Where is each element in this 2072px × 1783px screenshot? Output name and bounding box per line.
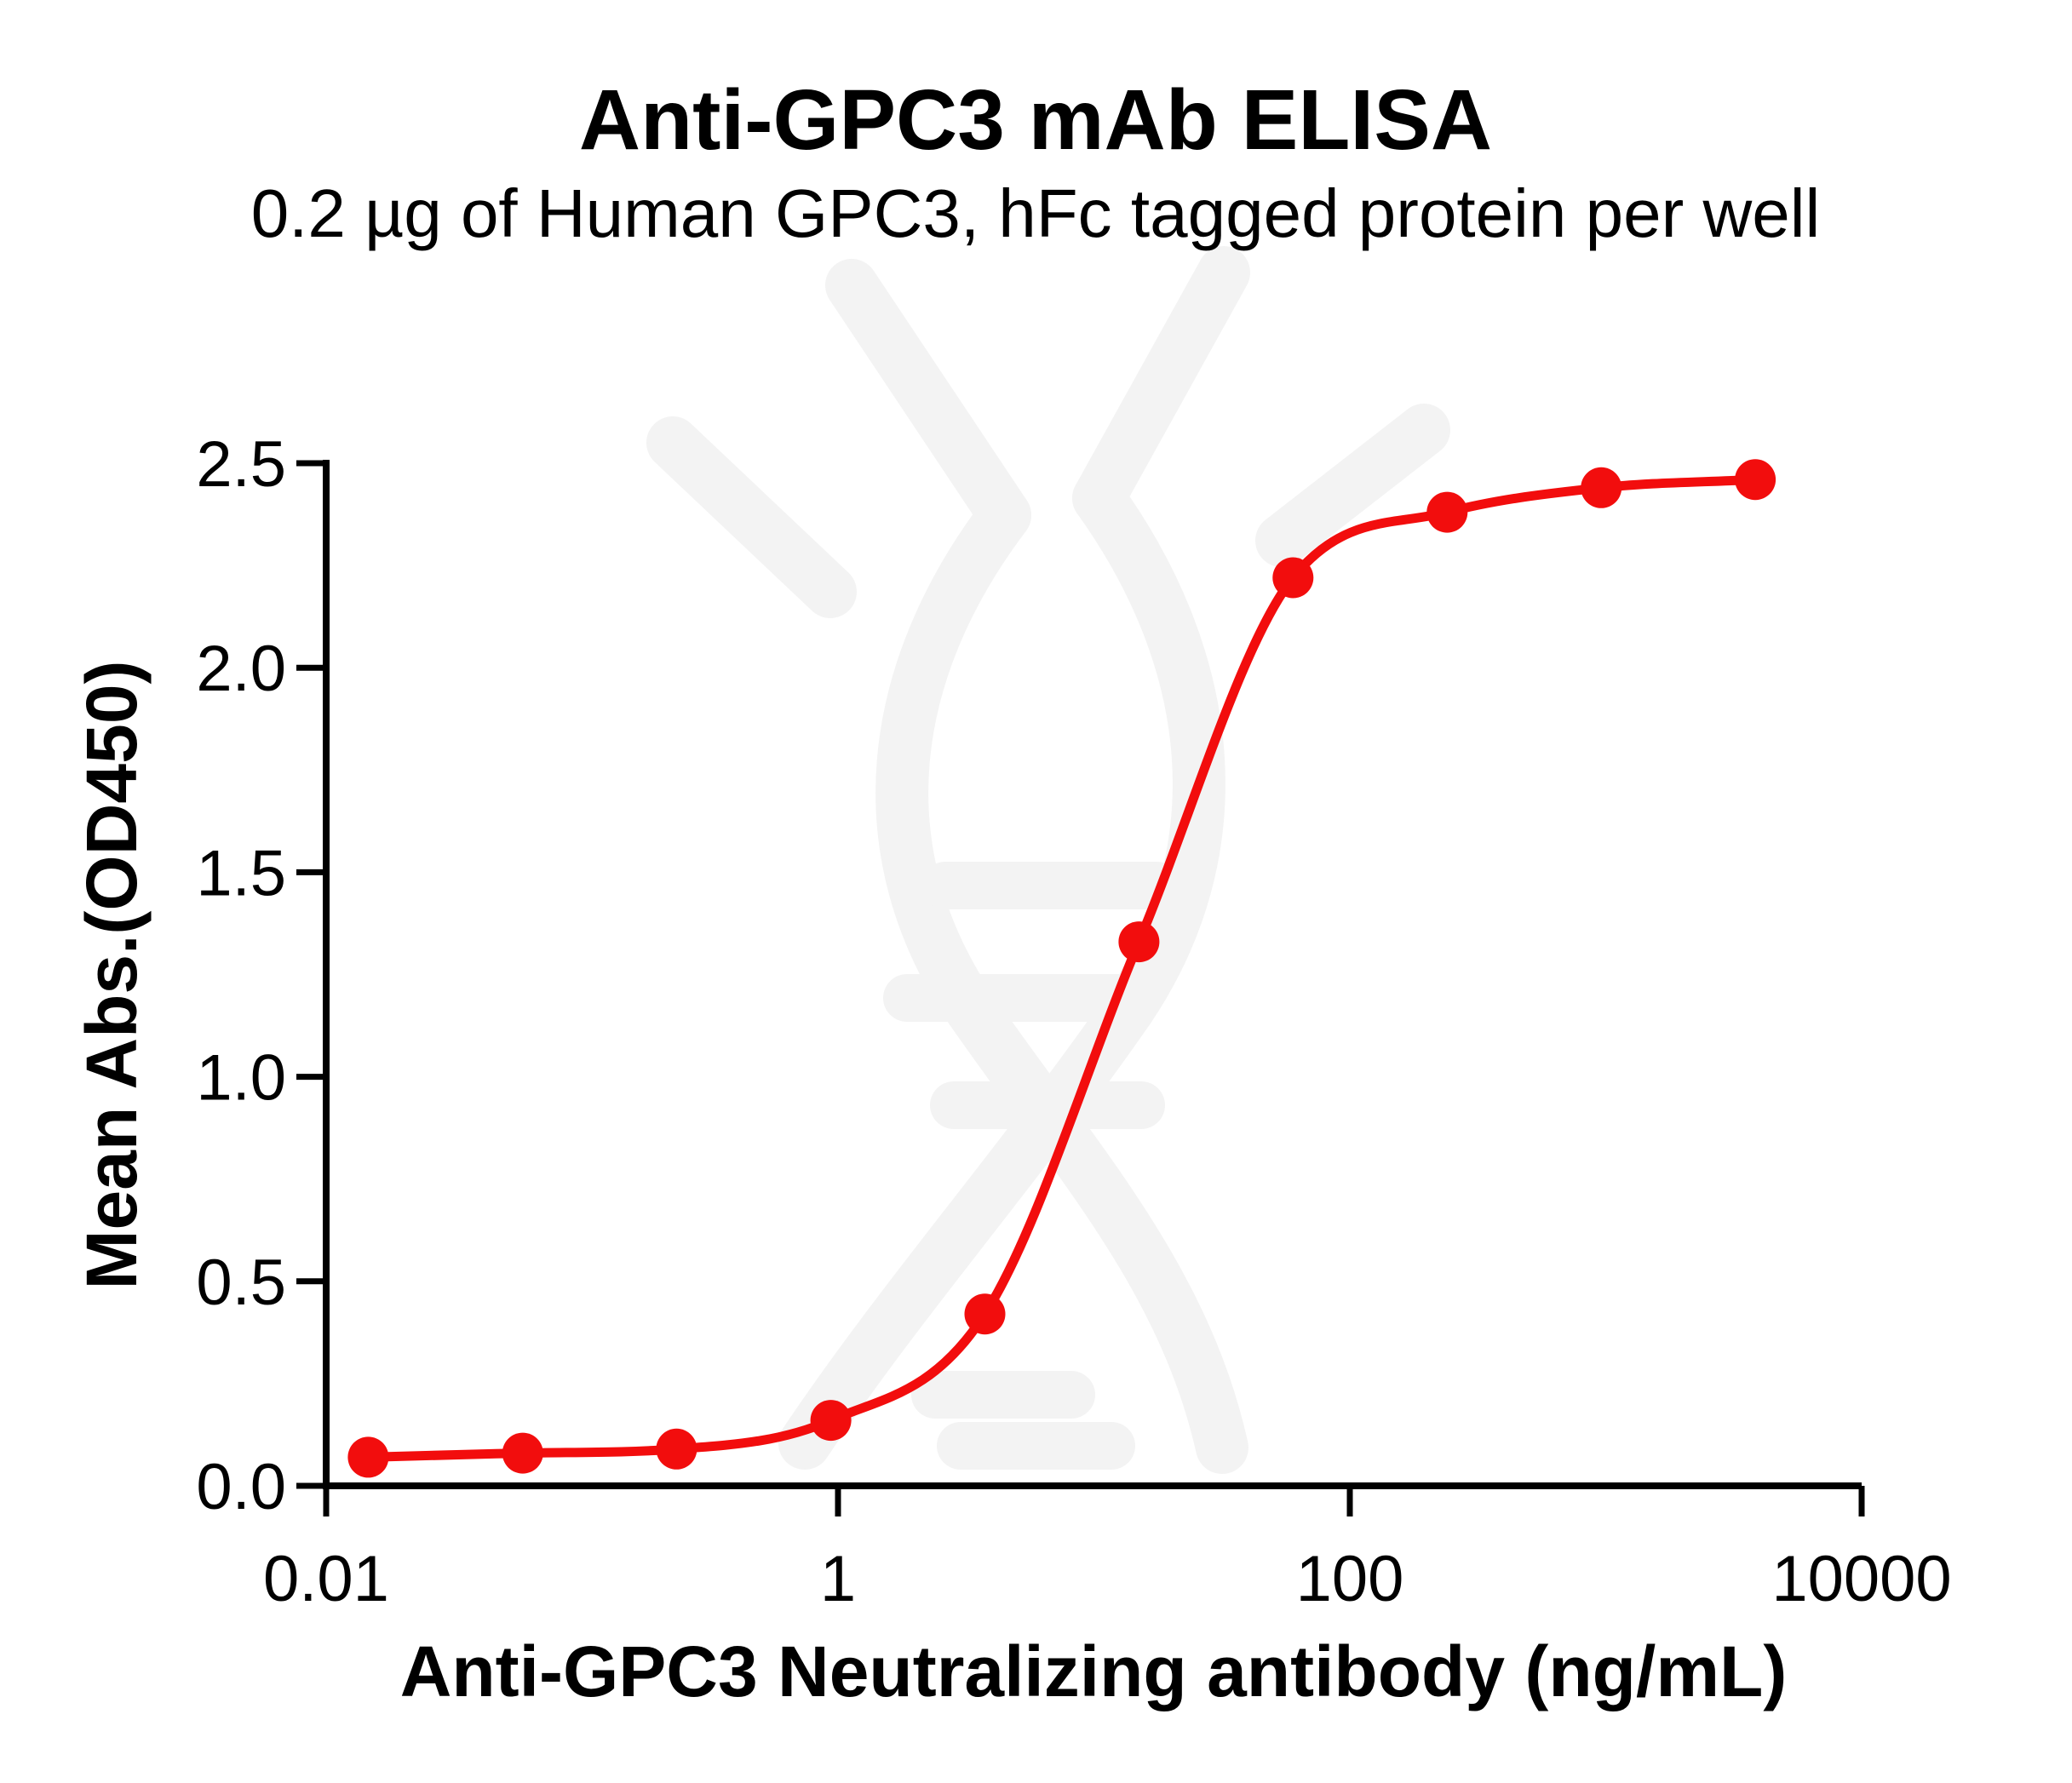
data-point-marker [810, 1400, 852, 1442]
x-tick-label: 0.01 [263, 1543, 389, 1615]
watermark-left-inner-arm [825, 259, 1031, 542]
chart-title: Anti-GPC3 mAb ELISA [579, 72, 1492, 168]
data-point-marker [1272, 557, 1314, 599]
y-tick-label: 2.0 [196, 633, 286, 705]
data-point-marker [502, 1432, 543, 1474]
data-point-marker [1426, 491, 1468, 533]
chart-subtitle: 0.2 µg of Human GPC3, hFc tagged protein… [251, 175, 1821, 251]
watermark-right-outer-arm [1255, 404, 1450, 567]
x-axis-ticks [323, 1486, 1865, 1516]
watermark-left-outer-arm [646, 416, 857, 618]
data-point-marker [1581, 467, 1622, 508]
x-tick-label: 1 [820, 1543, 856, 1615]
x-axis-tick-labels: 0.01 1 100 10000 [263, 1543, 1952, 1615]
data-point-marker [347, 1436, 389, 1478]
y-axis-ticks [296, 460, 326, 1489]
data-point-marker [656, 1428, 697, 1470]
data-point-marker [1735, 459, 1776, 501]
data-points [347, 459, 1776, 1478]
antibody-dna-watermark-icon [646, 246, 1450, 1474]
watermark-right-inner-arm [1072, 246, 1250, 525]
watermark-helix-rungs [883, 862, 1180, 1470]
x-tick-label: 100 [1296, 1543, 1404, 1615]
x-tick-label: 10000 [1771, 1543, 1951, 1615]
x-axis-title: Anti-GPC3 Neutralizing antibody (ng/mL) [400, 1631, 1788, 1711]
y-axis-tick-labels: 0.0 0.5 1.0 1.5 2.0 2.5 [196, 428, 286, 1523]
y-tick-label: 1.0 [196, 1042, 286, 1115]
y-tick-label: 0.5 [196, 1247, 286, 1319]
data-point-marker [1118, 921, 1160, 963]
axes [323, 460, 1862, 1489]
y-tick-label: 1.5 [196, 837, 286, 909]
y-tick-label: 0.0 [196, 1451, 286, 1523]
y-tick-label: 2.5 [196, 428, 286, 501]
data-point-marker [964, 1293, 1006, 1335]
dose-response-fit-curve [368, 474, 1756, 1462]
y-axis-title: Mean Abs.(OD450) [72, 660, 152, 1289]
